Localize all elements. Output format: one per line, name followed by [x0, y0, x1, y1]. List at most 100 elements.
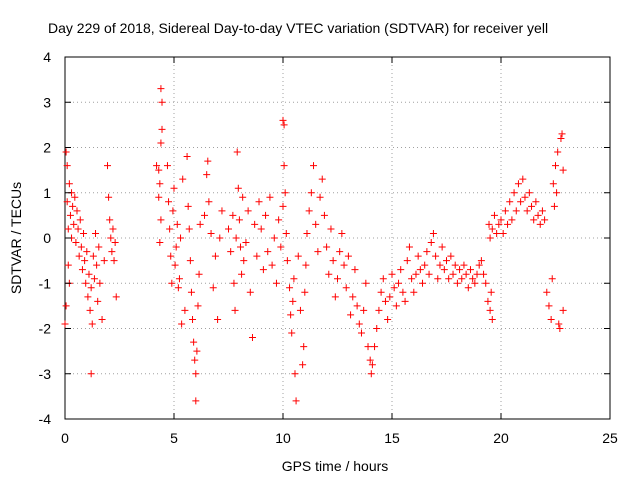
data-point	[299, 361, 307, 369]
data-point	[519, 175, 527, 183]
data-point	[194, 302, 202, 310]
data-point	[456, 266, 464, 274]
data-point	[266, 193, 274, 201]
data-point	[225, 225, 232, 233]
data-point	[480, 270, 488, 278]
data-point	[316, 193, 324, 201]
data-point	[183, 153, 191, 161]
data-point	[462, 270, 470, 278]
data-point	[377, 288, 385, 296]
data-point	[289, 297, 297, 305]
data-point	[281, 189, 289, 197]
data-point	[236, 243, 244, 251]
data-point	[495, 220, 503, 228]
data-point	[229, 211, 237, 219]
data-point	[438, 243, 446, 251]
data-point	[288, 329, 296, 337]
data-point	[525, 189, 533, 197]
data-point	[475, 261, 483, 269]
data-point	[251, 220, 259, 228]
data-point	[405, 243, 413, 251]
data-point	[175, 275, 183, 283]
data-point	[69, 202, 77, 210]
x-tick-label: 20	[493, 430, 509, 446]
data-point	[72, 239, 80, 247]
data-point	[65, 180, 73, 188]
data-point	[427, 239, 435, 247]
data-point	[204, 157, 212, 165]
data-point	[290, 275, 298, 283]
data-point	[384, 315, 392, 323]
data-point	[408, 275, 416, 283]
data-point	[158, 125, 166, 133]
data-point	[538, 207, 546, 215]
data-point	[414, 252, 422, 260]
data-point	[512, 207, 520, 215]
data-point	[90, 275, 98, 283]
data-point	[327, 225, 335, 233]
data-point	[98, 315, 106, 323]
data-point	[246, 288, 254, 296]
data-point	[451, 261, 459, 269]
y-tick-label: 4	[43, 49, 51, 65]
data-point	[282, 229, 290, 237]
data-point	[552, 162, 559, 170]
data-point	[169, 207, 177, 215]
data-point	[323, 243, 331, 251]
data-point	[550, 202, 558, 210]
data-point	[429, 229, 437, 237]
data-point	[314, 248, 322, 256]
data-point	[109, 225, 117, 233]
data-point	[232, 234, 240, 242]
data-point	[555, 320, 563, 328]
y-tick-label: -1	[39, 275, 52, 291]
data-point	[262, 211, 270, 219]
data-point	[331, 293, 339, 301]
data-point	[291, 370, 299, 378]
data-point	[325, 270, 333, 278]
data-point	[80, 229, 88, 237]
data-point	[416, 266, 424, 274]
data-point	[279, 202, 287, 210]
data-point	[280, 162, 288, 170]
data-point	[336, 248, 344, 256]
data-point	[75, 252, 83, 260]
data-point	[64, 261, 72, 269]
data-point	[514, 180, 522, 188]
data-point	[532, 198, 540, 206]
data-point	[76, 216, 84, 224]
data-point	[458, 275, 466, 283]
data-point	[548, 275, 556, 283]
data-point	[294, 252, 302, 260]
data-point	[108, 248, 116, 256]
data-point	[357, 329, 365, 337]
data-point	[190, 338, 198, 346]
data-point	[231, 306, 239, 314]
data-point	[434, 275, 442, 283]
data-point	[392, 302, 400, 310]
data-point	[541, 216, 549, 224]
data-point	[106, 216, 114, 224]
data-point	[362, 279, 370, 287]
data-point	[381, 297, 389, 305]
data-point	[171, 261, 179, 269]
data-point	[488, 225, 496, 233]
data-point	[177, 234, 185, 242]
data-point	[510, 189, 518, 197]
data-point	[296, 306, 304, 314]
data-point	[157, 85, 165, 93]
data-point	[158, 98, 166, 106]
data-point	[192, 397, 200, 405]
data-point	[340, 261, 348, 269]
data-point	[268, 261, 276, 269]
x-tick-label: 15	[384, 430, 400, 446]
y-tick-label: -3	[39, 366, 52, 382]
data-point	[157, 216, 165, 224]
data-point	[277, 243, 285, 251]
data-point	[559, 306, 567, 314]
data-point	[305, 207, 313, 215]
data-point	[347, 311, 355, 319]
x-tick-label: 5	[170, 430, 178, 446]
data-point	[556, 325, 564, 332]
data-point	[157, 139, 165, 147]
